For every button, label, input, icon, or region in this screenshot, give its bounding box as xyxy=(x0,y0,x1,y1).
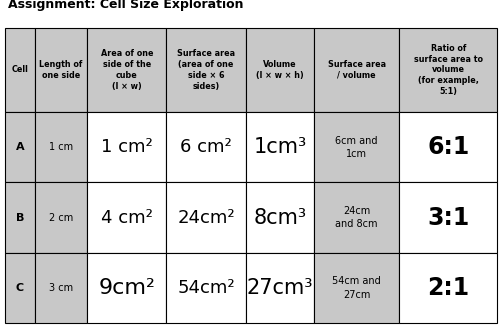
Bar xyxy=(399,253,498,323)
Text: 1 cm²: 1 cm² xyxy=(101,138,152,156)
Bar xyxy=(87,112,166,182)
Bar xyxy=(399,182,498,253)
Text: Assignment: Cell Size Exploration: Assignment: Cell Size Exploration xyxy=(8,0,243,11)
Bar xyxy=(5,28,35,112)
Bar xyxy=(246,253,314,323)
Bar xyxy=(35,253,87,323)
Text: 6:1: 6:1 xyxy=(427,135,470,159)
Text: 2:1: 2:1 xyxy=(427,276,470,300)
Bar xyxy=(166,28,246,112)
Text: 3:1: 3:1 xyxy=(427,206,470,230)
Text: Cell: Cell xyxy=(12,66,28,74)
Bar xyxy=(314,28,399,112)
Text: Surface area
/ volume: Surface area / volume xyxy=(328,60,386,80)
Bar xyxy=(87,253,166,323)
Bar xyxy=(314,182,399,253)
Bar xyxy=(35,182,87,253)
Text: 27cm³: 27cm³ xyxy=(246,278,313,298)
Bar xyxy=(166,182,246,253)
Bar xyxy=(87,182,166,253)
Text: 9cm²: 9cm² xyxy=(98,278,155,298)
Bar xyxy=(166,253,246,323)
Text: 6cm and
1cm: 6cm and 1cm xyxy=(336,135,378,159)
Bar xyxy=(246,112,314,182)
Bar xyxy=(314,253,399,323)
Bar xyxy=(246,28,314,112)
Bar xyxy=(87,28,166,112)
Text: 24cm²: 24cm² xyxy=(178,209,235,227)
Bar xyxy=(5,253,35,323)
Text: 6 cm²: 6 cm² xyxy=(180,138,232,156)
Text: 54cm²: 54cm² xyxy=(178,279,235,297)
Bar xyxy=(35,112,87,182)
Bar xyxy=(35,28,87,112)
Text: 3 cm: 3 cm xyxy=(49,283,73,293)
Bar xyxy=(399,112,498,182)
Bar xyxy=(166,112,246,182)
Bar xyxy=(5,182,35,253)
Text: 2 cm: 2 cm xyxy=(49,213,73,222)
Text: Surface area
(area of one
side × 6
sides): Surface area (area of one side × 6 sides… xyxy=(177,49,235,91)
Text: 24cm
and 8cm: 24cm and 8cm xyxy=(336,206,378,229)
Text: 1 cm: 1 cm xyxy=(49,142,73,152)
Text: Ratio of
surface area to
volume
(for example,
5:1): Ratio of surface area to volume (for exa… xyxy=(414,44,483,96)
Text: Volume
(l × w × h): Volume (l × w × h) xyxy=(256,60,304,80)
Bar xyxy=(399,28,498,112)
Bar xyxy=(246,182,314,253)
Text: 8cm³: 8cm³ xyxy=(254,208,306,228)
Text: Length of
one side: Length of one side xyxy=(40,60,83,80)
Text: C: C xyxy=(16,283,24,293)
Bar xyxy=(314,112,399,182)
Text: 4 cm²: 4 cm² xyxy=(101,209,152,227)
Text: Area of one
side of the
cube
(l × w): Area of one side of the cube (l × w) xyxy=(100,49,153,91)
Text: A: A xyxy=(16,142,24,152)
Text: 54cm and
27cm: 54cm and 27cm xyxy=(332,276,381,299)
Text: 1cm³: 1cm³ xyxy=(254,137,306,157)
Text: B: B xyxy=(16,213,24,222)
Bar xyxy=(5,112,35,182)
